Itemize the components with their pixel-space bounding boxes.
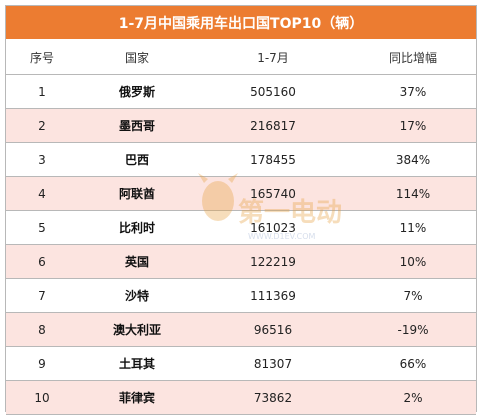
rank-cell: 10 (6, 380, 78, 415)
country-cell: 巴西 (78, 142, 196, 177)
volume-cell: 111369 (196, 278, 350, 313)
growth-cell: -19% (350, 312, 476, 347)
volume-cell: 81307 (196, 346, 350, 381)
volume-cell: 161023 (196, 210, 350, 245)
country-cell: 阿联酋 (78, 176, 196, 211)
growth-cell: 114% (350, 176, 476, 211)
growth-cell: 10% (350, 244, 476, 279)
table-row: 8 澳大利亚 96516 -19% (6, 312, 476, 347)
country-cell: 土耳其 (78, 346, 196, 381)
table-row: 1 俄罗斯 505160 37% (6, 74, 476, 109)
table-row: 4 阿联酋 165740 114% (6, 176, 476, 211)
volume-cell: 505160 (196, 74, 350, 109)
table-row: 10 菲律宾 73862 2% (6, 380, 476, 415)
rank-cell: 9 (6, 346, 78, 381)
rank-cell: 5 (6, 210, 78, 245)
country-cell: 墨西哥 (78, 108, 196, 143)
volume-cell: 122219 (196, 244, 350, 279)
rank-cell: 2 (6, 108, 78, 143)
country-cell: 澳大利亚 (78, 312, 196, 347)
header-rank: 序号 (6, 40, 78, 75)
volume-cell: 178455 (196, 142, 350, 177)
country-cell: 菲律宾 (78, 380, 196, 415)
growth-cell: 384% (350, 142, 476, 177)
volume-cell: 73862 (196, 380, 350, 415)
header-growth: 同比增幅 (350, 40, 476, 75)
country-cell: 沙特 (78, 278, 196, 313)
volume-cell: 216817 (196, 108, 350, 143)
table-row: 6 英国 122219 10% (6, 244, 476, 279)
header-row: 序号 国家 1-7月 同比增幅 (6, 40, 476, 75)
growth-cell: 11% (350, 210, 476, 245)
rank-cell: 6 (6, 244, 78, 279)
header-volume: 1-7月 (196, 40, 350, 75)
country-cell: 英国 (78, 244, 196, 279)
table-row: 3 巴西 178455 384% (6, 142, 476, 177)
data-table-card: 1-7月中国乘用车出口国TOP10（辆） 序号 国家 1-7月 同比增幅 1 俄… (5, 5, 477, 415)
growth-cell: 2% (350, 380, 476, 415)
rank-cell: 4 (6, 176, 78, 211)
table-title: 1-7月中国乘用车出口国TOP10（辆） (6, 6, 476, 39)
volume-cell: 96516 (196, 312, 350, 347)
growth-cell: 66% (350, 346, 476, 381)
table-row: 9 土耳其 81307 66% (6, 346, 476, 381)
growth-cell: 17% (350, 108, 476, 143)
rank-cell: 1 (6, 74, 78, 109)
volume-cell: 165740 (196, 176, 350, 211)
table-row: 7 沙特 111369 7% (6, 278, 476, 313)
rank-cell: 7 (6, 278, 78, 313)
table-row: 5 比利时 161023 11% (6, 210, 476, 245)
export-table: 序号 国家 1-7月 同比增幅 1 俄罗斯 505160 37% 2 墨西哥 2… (6, 40, 476, 415)
country-cell: 比利时 (78, 210, 196, 245)
country-cell: 俄罗斯 (78, 74, 196, 109)
header-country: 国家 (78, 40, 196, 75)
growth-cell: 7% (350, 278, 476, 313)
rank-cell: 3 (6, 142, 78, 177)
growth-cell: 37% (350, 74, 476, 109)
rank-cell: 8 (6, 312, 78, 347)
table-row: 2 墨西哥 216817 17% (6, 108, 476, 143)
